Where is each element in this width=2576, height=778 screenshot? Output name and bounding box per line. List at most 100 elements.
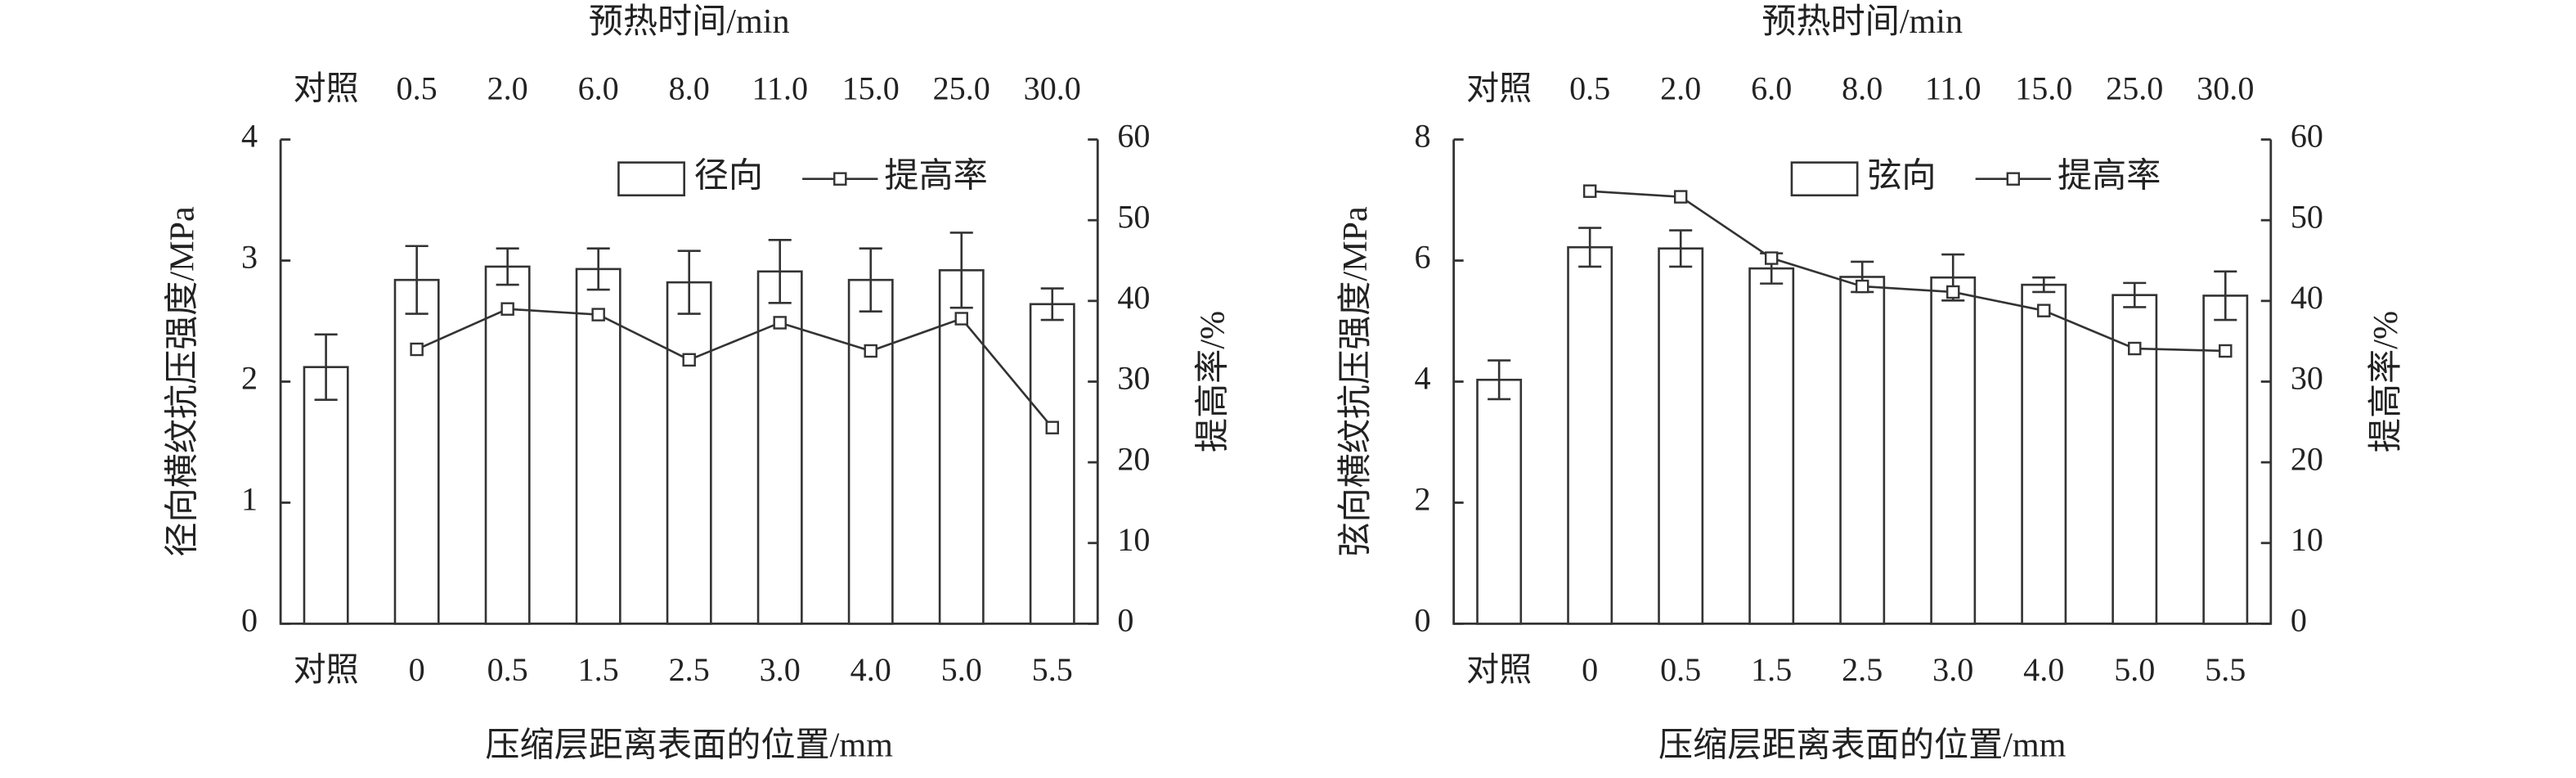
error-bar xyxy=(1669,229,1693,268)
y-tick-label: 3 xyxy=(241,239,258,276)
top-tick-label: 8.0 xyxy=(1842,70,1883,107)
error-bar xyxy=(949,232,973,309)
marker xyxy=(2219,344,2233,358)
y-tick-label: 1 xyxy=(241,481,258,518)
legend-marker xyxy=(833,172,847,186)
top-tick-label: 6.0 xyxy=(1751,70,1792,107)
marker xyxy=(682,353,696,367)
legend-label: 径向 xyxy=(694,156,763,195)
y2-tick-label: 0 xyxy=(2291,602,2307,639)
marker xyxy=(410,342,424,357)
bar xyxy=(756,270,803,625)
y2-tick-label: 30 xyxy=(2291,360,2323,397)
bar xyxy=(938,269,985,625)
x-tick-label: 1.5 xyxy=(1751,651,1792,688)
top-axis-title: 预热时间/min xyxy=(1761,2,1963,41)
y-tick-label: 2 xyxy=(241,360,258,397)
marker xyxy=(1855,279,1869,294)
error-bar xyxy=(2123,281,2147,308)
x-tick-label: 1.5 xyxy=(578,651,619,688)
bar xyxy=(666,281,712,625)
error-bar xyxy=(496,247,519,286)
marker xyxy=(1582,184,1597,198)
top-tick-label: 15.0 xyxy=(2015,70,2072,107)
bar xyxy=(575,268,622,625)
bar xyxy=(1029,303,1075,625)
error-bar xyxy=(2214,270,2237,322)
y-axis-title: 弦向横纹抗压强度/MPa xyxy=(1336,206,1375,557)
marker xyxy=(2037,304,2051,317)
top-tick-label: 15.0 xyxy=(842,70,900,107)
x-tick-label: 5.0 xyxy=(2114,651,2155,688)
bar xyxy=(484,265,531,625)
bar xyxy=(1930,276,1977,625)
top-tick-label: 对照 xyxy=(1466,70,1532,107)
x-tick-label: 2.5 xyxy=(1842,651,1883,688)
bar xyxy=(1476,378,1523,625)
y2-tick-label: 30 xyxy=(1117,360,1150,397)
error-bar xyxy=(405,245,429,315)
bar xyxy=(1567,245,1613,625)
y2-tick-label: 40 xyxy=(1117,279,1150,316)
bar xyxy=(393,278,440,625)
top-tick-label: 0.5 xyxy=(397,70,438,107)
x-tick-label: 对照 xyxy=(294,651,359,688)
x-tick-label: 0.5 xyxy=(1660,651,1701,688)
x-tick-label: 3.0 xyxy=(1932,651,1973,688)
x-tick-label: 4.0 xyxy=(850,651,891,688)
y2-tick-label: 20 xyxy=(1117,440,1150,477)
marker xyxy=(954,312,968,326)
y2-tick-label: 60 xyxy=(1117,118,1150,155)
top-tick-label: 11.0 xyxy=(752,70,808,107)
y-tick-label: 6 xyxy=(1414,239,1430,276)
chart: 预热时间/min 压缩层距离表面的位置/mm 径向横纹抗压强度/MPa 提高率/% 0 1… xyxy=(163,2,1232,765)
y2-tick-label: 50 xyxy=(2291,198,2323,235)
line xyxy=(416,308,1053,429)
line xyxy=(1590,190,2226,353)
x-tick-label: 2.5 xyxy=(669,651,710,688)
y2-axis-title: 提高率/% xyxy=(2367,311,2405,452)
bar xyxy=(1748,267,1795,625)
x-tick-label: 0 xyxy=(1582,651,1598,688)
bar xyxy=(1839,276,1886,625)
marker xyxy=(864,344,877,358)
y2-tick-label: 40 xyxy=(2291,279,2323,316)
y-tick-label: 2 xyxy=(1414,481,1430,518)
top-tick-label: 2.0 xyxy=(1660,70,1701,107)
error-bar xyxy=(2032,276,2056,294)
legend-marker xyxy=(2006,172,2021,186)
x-tick-label: 4.0 xyxy=(2023,651,2064,688)
top-tick-label: 30.0 xyxy=(2197,70,2254,107)
legend-swatch xyxy=(1790,161,1859,197)
y-tick-label: 0 xyxy=(1414,602,1430,639)
legend-label: 提高率 xyxy=(884,156,987,195)
bar xyxy=(847,278,894,625)
y-tick-label: 4 xyxy=(1414,360,1430,397)
legend-label: 提高率 xyxy=(2058,156,2161,195)
top-tick-label: 对照 xyxy=(294,70,359,107)
top-axis-title: 预热时间/min xyxy=(589,2,790,41)
x-axis-title: 压缩层距离表面的位置/mm xyxy=(485,726,893,765)
y2-tick-label: 10 xyxy=(2291,521,2323,558)
x-tick-label: 5.5 xyxy=(2205,651,2246,688)
y2-tick-label: 50 xyxy=(1117,198,1150,235)
y-tick-label: 4 xyxy=(241,118,258,155)
top-tick-label: 25.0 xyxy=(2106,70,2163,107)
error-bar xyxy=(677,250,701,315)
bar xyxy=(303,366,349,625)
error-bar xyxy=(768,239,792,304)
legend-swatch xyxy=(617,161,685,197)
error-bar xyxy=(1040,287,1064,322)
x-tick-label: 0 xyxy=(409,651,425,688)
y-tick-label: 8 xyxy=(1414,118,1430,155)
x-tick-label: 对照 xyxy=(1466,651,1532,688)
chart: 预热时间/min 压缩层距离表面的位置/mm 弦向横纹抗压强度/MPa 提高率/% 0 2… xyxy=(1336,2,2405,765)
legend-label: 弦向 xyxy=(1867,156,1936,195)
x-tick-label: 0.5 xyxy=(487,651,528,688)
y2-tick-label: 60 xyxy=(2291,118,2323,155)
top-tick-label: 8.0 xyxy=(669,70,710,107)
marker xyxy=(2128,341,2142,356)
bar xyxy=(1658,247,1704,625)
error-bar xyxy=(1578,227,1602,268)
